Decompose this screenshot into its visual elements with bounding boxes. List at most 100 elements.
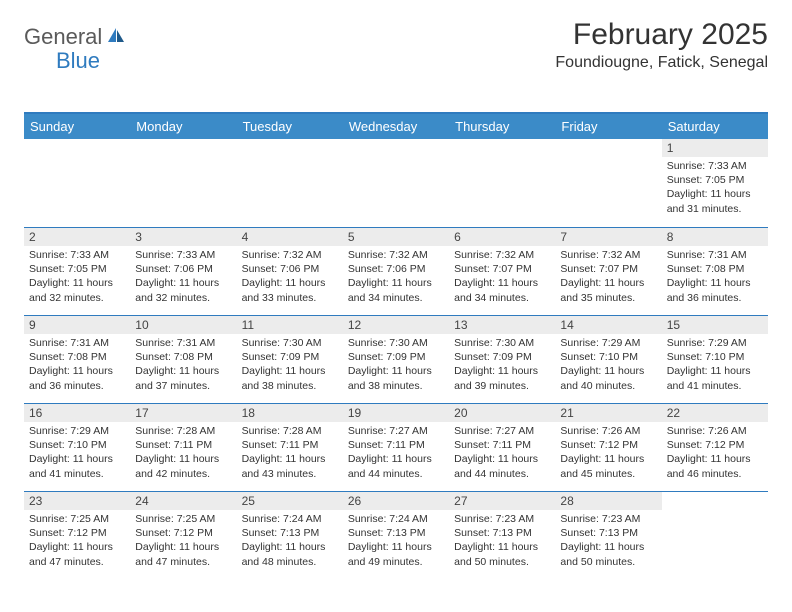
day-details: Sunrise: 7:23 AMSunset: 7:13 PMDaylight:… [449, 510, 555, 573]
day-number: 5 [343, 228, 449, 246]
daylight-text: Daylight: 11 hours and 48 minutes. [242, 540, 338, 568]
calendar-cell: 15Sunrise: 7:29 AMSunset: 7:10 PMDayligh… [662, 315, 768, 403]
sunrise-text: Sunrise: 7:26 AM [667, 424, 763, 438]
sunrise-text: Sunrise: 7:32 AM [560, 248, 656, 262]
sunrise-text: Sunrise: 7:25 AM [135, 512, 231, 526]
sunrise-text: Sunrise: 7:31 AM [29, 336, 125, 350]
sunrise-text: Sunrise: 7:30 AM [454, 336, 550, 350]
day-details: Sunrise: 7:29 AMSunset: 7:10 PMDaylight:… [662, 334, 768, 397]
day-details: Sunrise: 7:30 AMSunset: 7:09 PMDaylight:… [449, 334, 555, 397]
day-details: Sunrise: 7:33 AMSunset: 7:05 PMDaylight:… [24, 246, 130, 309]
day-details [130, 157, 236, 163]
day-details: Sunrise: 7:33 AMSunset: 7:05 PMDaylight:… [662, 157, 768, 220]
day-number: 19 [343, 404, 449, 422]
day-details: Sunrise: 7:26 AMSunset: 7:12 PMDaylight:… [555, 422, 661, 485]
calendar-cell: 10Sunrise: 7:31 AMSunset: 7:08 PMDayligh… [130, 315, 236, 403]
daylight-text: Daylight: 11 hours and 35 minutes. [560, 276, 656, 304]
sunrise-text: Sunrise: 7:33 AM [135, 248, 231, 262]
day-details: Sunrise: 7:32 AMSunset: 7:07 PMDaylight:… [555, 246, 661, 309]
header: General February 2025 Foundiougne, Fatic… [24, 18, 768, 72]
daylight-text: Daylight: 11 hours and 36 minutes. [29, 364, 125, 392]
day-details: Sunrise: 7:31 AMSunset: 7:08 PMDaylight:… [24, 334, 130, 397]
calendar-cell: 8Sunrise: 7:31 AMSunset: 7:08 PMDaylight… [662, 227, 768, 315]
day-number: 8 [662, 228, 768, 246]
sunset-text: Sunset: 7:12 PM [135, 526, 231, 540]
day-details [237, 157, 343, 163]
day-number: 9 [24, 316, 130, 334]
day-header-sat: Saturday [662, 114, 768, 139]
sunset-text: Sunset: 7:13 PM [242, 526, 338, 540]
day-header-wed: Wednesday [343, 114, 449, 139]
day-number: 24 [130, 492, 236, 510]
day-details: Sunrise: 7:25 AMSunset: 7:12 PMDaylight:… [130, 510, 236, 573]
day-number: 2 [24, 228, 130, 246]
calendar-cell: 26Sunrise: 7:24 AMSunset: 7:13 PMDayligh… [343, 491, 449, 579]
sunrise-text: Sunrise: 7:23 AM [560, 512, 656, 526]
day-details [24, 157, 130, 163]
month-title: February 2025 [555, 18, 768, 52]
calendar-cell: 18Sunrise: 7:28 AMSunset: 7:11 PMDayligh… [237, 403, 343, 491]
calendar-cell: . [343, 139, 449, 227]
sunset-text: Sunset: 7:13 PM [560, 526, 656, 540]
calendar-cell: 13Sunrise: 7:30 AMSunset: 7:09 PMDayligh… [449, 315, 555, 403]
calendar-cell: 6Sunrise: 7:32 AMSunset: 7:07 PMDaylight… [449, 227, 555, 315]
day-number: 14 [555, 316, 661, 334]
daylight-text: Daylight: 11 hours and 39 minutes. [454, 364, 550, 392]
calendar-grid: Sunday Monday Tuesday Wednesday Thursday… [24, 114, 768, 579]
day-details: Sunrise: 7:24 AMSunset: 7:13 PMDaylight:… [343, 510, 449, 573]
day-header-fri: Friday [555, 114, 661, 139]
day-details: Sunrise: 7:24 AMSunset: 7:13 PMDaylight:… [237, 510, 343, 573]
day-number: 4 [237, 228, 343, 246]
location: Foundiougne, Fatick, Senegal [555, 54, 768, 72]
day-number: 3 [130, 228, 236, 246]
daylight-text: Daylight: 11 hours and 33 minutes. [242, 276, 338, 304]
day-details: Sunrise: 7:29 AMSunset: 7:10 PMDaylight:… [555, 334, 661, 397]
sunset-text: Sunset: 7:12 PM [560, 438, 656, 452]
sunset-text: Sunset: 7:08 PM [29, 350, 125, 364]
daylight-text: Daylight: 11 hours and 37 minutes. [135, 364, 231, 392]
sunrise-text: Sunrise: 7:23 AM [454, 512, 550, 526]
sunrise-text: Sunrise: 7:32 AM [242, 248, 338, 262]
daylight-text: Daylight: 11 hours and 40 minutes. [560, 364, 656, 392]
calendar-cell: 1Sunrise: 7:33 AMSunset: 7:05 PMDaylight… [662, 139, 768, 227]
day-details: Sunrise: 7:33 AMSunset: 7:06 PMDaylight:… [130, 246, 236, 309]
sunset-text: Sunset: 7:10 PM [667, 350, 763, 364]
calendar-cell: 3Sunrise: 7:33 AMSunset: 7:06 PMDaylight… [130, 227, 236, 315]
daylight-text: Daylight: 11 hours and 45 minutes. [560, 452, 656, 480]
daylight-text: Daylight: 11 hours and 43 minutes. [242, 452, 338, 480]
daylight-text: Daylight: 11 hours and 38 minutes. [348, 364, 444, 392]
calendar-cell: 22Sunrise: 7:26 AMSunset: 7:12 PMDayligh… [662, 403, 768, 491]
sunset-text: Sunset: 7:11 PM [242, 438, 338, 452]
sunset-text: Sunset: 7:05 PM [29, 262, 125, 276]
sunrise-text: Sunrise: 7:29 AM [29, 424, 125, 438]
day-details: Sunrise: 7:30 AMSunset: 7:09 PMDaylight:… [237, 334, 343, 397]
sunset-text: Sunset: 7:08 PM [135, 350, 231, 364]
sunset-text: Sunset: 7:10 PM [560, 350, 656, 364]
daylight-text: Daylight: 11 hours and 41 minutes. [29, 452, 125, 480]
logo: General [24, 18, 130, 50]
calendar-cell: . [449, 139, 555, 227]
sunset-text: Sunset: 7:10 PM [29, 438, 125, 452]
sunset-text: Sunset: 7:12 PM [29, 526, 125, 540]
sunrise-text: Sunrise: 7:29 AM [560, 336, 656, 350]
day-details: Sunrise: 7:27 AMSunset: 7:11 PMDaylight:… [449, 422, 555, 485]
sunset-text: Sunset: 7:09 PM [454, 350, 550, 364]
logo-text-general: General [24, 24, 102, 50]
day-number: 25 [237, 492, 343, 510]
day-number: 17 [130, 404, 236, 422]
sunset-text: Sunset: 7:07 PM [560, 262, 656, 276]
daylight-text: Daylight: 11 hours and 36 minutes. [667, 276, 763, 304]
day-number: 18 [237, 404, 343, 422]
calendar-cell: . [24, 139, 130, 227]
day-details: Sunrise: 7:23 AMSunset: 7:13 PMDaylight:… [555, 510, 661, 573]
day-details: Sunrise: 7:29 AMSunset: 7:10 PMDaylight:… [24, 422, 130, 485]
daylight-text: Daylight: 11 hours and 50 minutes. [454, 540, 550, 568]
daylight-text: Daylight: 11 hours and 46 minutes. [667, 452, 763, 480]
day-details: Sunrise: 7:32 AMSunset: 7:06 PMDaylight:… [343, 246, 449, 309]
calendar-cell: . [130, 139, 236, 227]
sunset-text: Sunset: 7:06 PM [242, 262, 338, 276]
day-details: Sunrise: 7:28 AMSunset: 7:11 PMDaylight:… [237, 422, 343, 485]
day-details: Sunrise: 7:27 AMSunset: 7:11 PMDaylight:… [343, 422, 449, 485]
daylight-text: Daylight: 11 hours and 32 minutes. [135, 276, 231, 304]
calendar-cell: . [555, 139, 661, 227]
